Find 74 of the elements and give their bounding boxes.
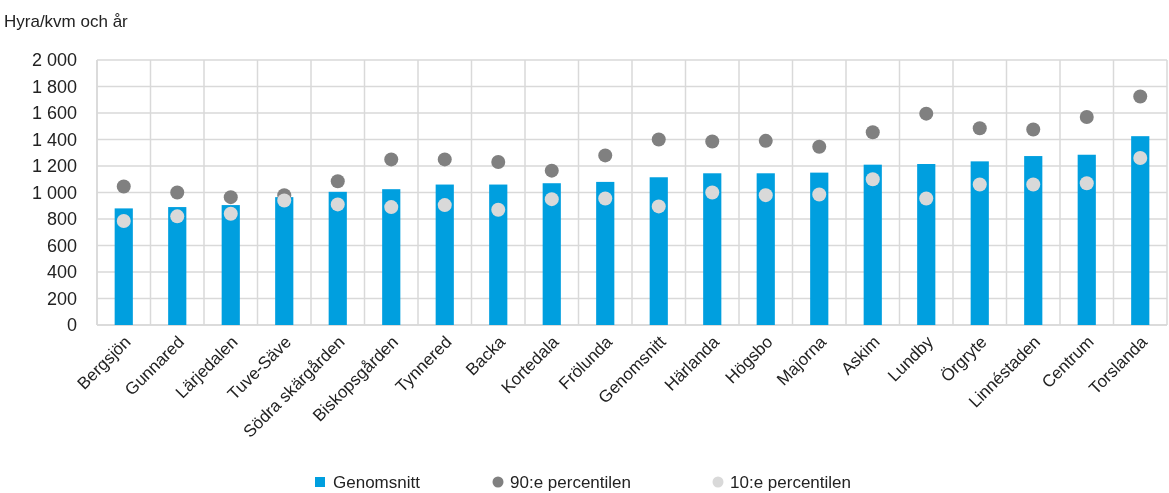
point (651, 199, 666, 214)
point (1079, 109, 1094, 124)
point (1133, 89, 1148, 104)
point (170, 209, 185, 224)
point (812, 139, 827, 154)
point (865, 172, 880, 187)
y-axis-title: Hyra/kvm och år (4, 12, 129, 31)
point (651, 132, 666, 147)
bar (970, 161, 989, 325)
bar (1077, 154, 1096, 325)
y-tick-label: 1 200 (31, 156, 77, 177)
point (330, 197, 345, 212)
y-tick-label: 1 600 (31, 103, 77, 124)
bar (328, 191, 347, 325)
point (491, 202, 506, 217)
bar (1024, 156, 1043, 325)
point (758, 188, 773, 203)
point (544, 192, 559, 207)
point (491, 155, 506, 170)
bar (489, 184, 508, 325)
point (919, 106, 934, 121)
point (812, 187, 827, 202)
bar (168, 207, 187, 325)
point (437, 198, 452, 213)
point (1026, 177, 1041, 192)
point (1026, 122, 1041, 137)
point (1133, 151, 1148, 166)
point (705, 134, 720, 149)
point (223, 190, 238, 205)
y-tick-label: 2 000 (31, 50, 77, 71)
point (170, 185, 185, 200)
point (1079, 176, 1094, 191)
bar (435, 184, 454, 325)
point (384, 200, 399, 215)
y-tick-label: 600 (46, 235, 77, 256)
legend-label: Genomsnitt (333, 472, 421, 492)
legend-label: 10:e percentilen (730, 472, 851, 492)
bar (756, 173, 775, 325)
y-tick-label: 800 (46, 209, 77, 230)
point (972, 177, 987, 192)
point (598, 148, 613, 163)
bar (542, 183, 561, 325)
bar (649, 177, 668, 325)
bar (275, 197, 294, 325)
point (544, 163, 559, 178)
point (330, 174, 345, 189)
point (705, 185, 720, 200)
y-tick-label: 0 (66, 315, 77, 336)
y-tick-label: 1 000 (31, 182, 77, 203)
bar (863, 164, 882, 325)
point (116, 213, 131, 228)
point (972, 121, 987, 136)
y-tick-label: 400 (46, 262, 77, 283)
point (598, 191, 613, 206)
legend-label: 90:e percentilen (510, 472, 631, 492)
bar (114, 208, 133, 325)
y-tick-label: 1 800 (31, 76, 77, 97)
point (277, 193, 292, 208)
bar (221, 205, 240, 325)
point (384, 152, 399, 167)
y-tick-label: 1 400 (31, 129, 77, 150)
point (223, 206, 238, 221)
y-tick-label: 200 (46, 288, 77, 309)
point (865, 125, 880, 140)
point (758, 133, 773, 148)
point (437, 152, 452, 167)
bar (703, 173, 722, 325)
bar (596, 181, 615, 325)
point (116, 179, 131, 194)
bar (810, 172, 829, 325)
bar (382, 189, 401, 325)
bar (1131, 136, 1150, 325)
point (919, 191, 934, 206)
bar (917, 164, 936, 325)
